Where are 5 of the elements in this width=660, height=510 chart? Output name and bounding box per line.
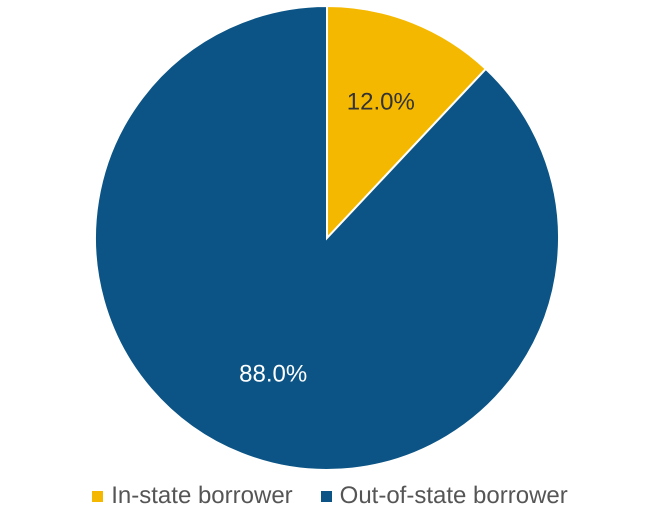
legend-label: In-state borrower [111,482,293,510]
data-label: 88.0% [239,360,308,388]
pie-slice [94,5,560,471]
data-label: 12.0% [346,88,415,116]
legend-label: Out-of-state borrower [340,482,568,510]
